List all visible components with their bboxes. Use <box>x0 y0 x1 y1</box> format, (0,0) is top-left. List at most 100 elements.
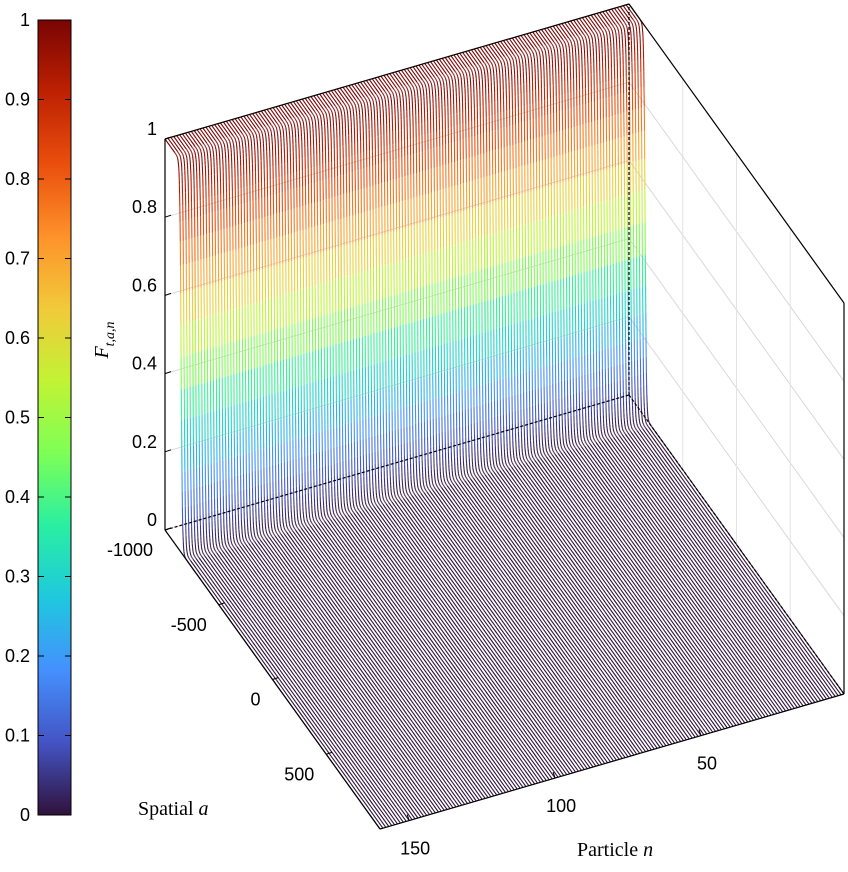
a-axis-label-text: Spatial <box>138 798 199 820</box>
particle-curve <box>552 25 769 717</box>
particle-curve <box>319 93 536 785</box>
particle-curve <box>503 40 719 731</box>
particle-curve <box>281 104 498 796</box>
particle-curve <box>494 42 711 734</box>
z-tick-mark <box>164 292 172 296</box>
particle-curve <box>473 48 690 740</box>
particle-curve <box>564 22 781 714</box>
particle-curve <box>468 50 684 742</box>
particle-curve <box>383 74 600 766</box>
particle-curve <box>576 18 792 710</box>
particle-curve <box>275 106 492 798</box>
particle-curve <box>333 89 550 781</box>
particle-curve <box>202 127 419 819</box>
particle-curve <box>549 26 766 718</box>
particle-curve <box>257 111 474 803</box>
particle-curve <box>211 125 428 816</box>
a-tick-label: -1000 <box>107 540 153 560</box>
a-axis-label-var: a <box>199 798 209 820</box>
n-tick-mark <box>698 729 702 736</box>
particle-curve <box>465 51 682 742</box>
particle-curve <box>208 125 425 817</box>
particle-curve <box>365 80 582 771</box>
n-tick-mark <box>552 771 556 779</box>
a-tick-label: 500 <box>284 764 314 784</box>
particle-curve <box>625 4 842 696</box>
particle-curve <box>316 94 533 786</box>
particle-curve <box>179 134 396 826</box>
particle-curve <box>193 130 410 821</box>
particle-curve <box>418 64 635 756</box>
particle-curve <box>278 105 495 797</box>
particle-curve <box>222 121 439 813</box>
particle-curve <box>287 102 504 794</box>
particle-curve <box>412 66 629 758</box>
particle-curve <box>526 33 743 725</box>
a-tick-mark <box>272 677 279 680</box>
particle-curve <box>292 101 509 792</box>
particle-curve <box>567 21 784 713</box>
particle-curve <box>555 24 772 716</box>
colorbar-tick-label: 0.1 <box>5 726 30 746</box>
particle-curve <box>590 14 807 706</box>
particle-curve <box>313 95 530 787</box>
a-tick-mark <box>326 751 333 755</box>
colorbar-tick-label: 0.2 <box>5 646 30 666</box>
colorbar-tick-label: 0.5 <box>5 408 30 428</box>
particle-curve <box>336 88 553 780</box>
particle-curve <box>398 70 614 762</box>
particle-curve <box>406 68 623 759</box>
particle-curve <box>184 132 401 824</box>
colorbar-tick-label: 0.8 <box>5 169 30 189</box>
n-tick-label: 50 <box>697 754 717 774</box>
particle-curve <box>360 81 576 773</box>
particle-curve <box>520 35 737 726</box>
z-tick-mark <box>164 371 172 375</box>
top-edge-line <box>628 3 845 304</box>
particle-curve <box>173 136 390 827</box>
particle-curve <box>170 136 387 828</box>
colorbar-tick-label: 0.4 <box>5 487 30 507</box>
n-axis-label: Particle n <box>577 839 653 861</box>
z-axis-label: Ft,a,n <box>91 321 118 359</box>
particle-curve <box>450 55 667 747</box>
n-axis-label-var: n <box>643 839 653 861</box>
particle-curve <box>240 116 457 808</box>
z-axis-label-main: F <box>91 346 113 360</box>
n-tick-label: 100 <box>546 796 576 816</box>
z-tick-label: 0.4 <box>132 354 157 374</box>
particle-curve <box>371 78 588 770</box>
z-tick-label: 0.6 <box>132 275 157 295</box>
a-tick-label: 0 <box>250 690 260 710</box>
particle-curve <box>249 114 466 805</box>
particle-curve <box>400 69 617 761</box>
colorbar-tick-label: 0.9 <box>5 90 30 110</box>
particle-curve <box>380 75 597 767</box>
particle-curve <box>187 131 404 823</box>
n-tick-mark <box>406 814 410 821</box>
particle-curve <box>246 114 463 806</box>
particle-curve <box>389 73 606 764</box>
particle-curve <box>491 43 708 735</box>
surface <box>164 3 845 830</box>
particle-curve <box>485 45 702 736</box>
particle-curve <box>596 12 813 704</box>
particle-curve <box>511 37 728 729</box>
particle-curve <box>395 71 611 763</box>
particle-curve <box>260 110 477 802</box>
particle-curve <box>470 49 687 741</box>
top-edge-line <box>164 3 630 140</box>
particle-curve <box>301 98 518 790</box>
particle-curve <box>529 32 746 724</box>
colorbar-tick-label: 1 <box>20 10 30 30</box>
z-tick-label: 1 <box>147 119 157 139</box>
particle-curve <box>616 7 833 698</box>
particle-curve <box>252 113 468 804</box>
particle-curve <box>217 123 433 815</box>
particle-curve <box>190 131 407 822</box>
particle-curve <box>237 117 454 809</box>
particle-curve <box>488 44 705 736</box>
particle-curve <box>605 10 822 702</box>
particle-curve <box>444 57 661 748</box>
